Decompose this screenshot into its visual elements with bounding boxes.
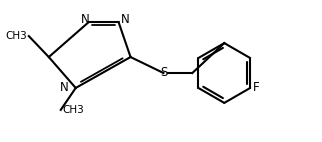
Text: CH3: CH3 (63, 105, 84, 115)
Text: N: N (60, 82, 69, 94)
Text: N: N (81, 13, 90, 26)
Text: S: S (160, 66, 167, 80)
Text: N: N (120, 13, 129, 26)
Text: F: F (253, 82, 260, 94)
Text: CH3: CH3 (5, 31, 27, 41)
